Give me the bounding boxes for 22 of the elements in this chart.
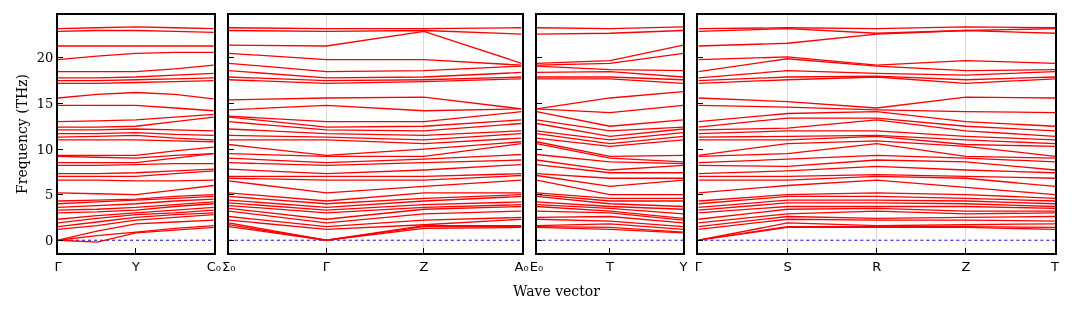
x-tick-label: Σ₀: [222, 258, 236, 274]
x-tick-label: S: [783, 258, 792, 274]
x-tick-label: R: [872, 258, 882, 274]
x-axis-title: Wave vector: [513, 283, 601, 299]
y-tick-label: 5: [45, 187, 54, 203]
x-tick-label: T: [1050, 258, 1060, 274]
x-tick-label: T: [604, 258, 614, 274]
y-tick-label: 20: [36, 50, 54, 66]
x-tick-label: Γ: [322, 258, 331, 274]
x-tick-label: Γ: [694, 258, 703, 274]
x-tick-label: C₀: [206, 258, 221, 274]
y-tick-label: 15: [36, 96, 54, 111]
x-tick-label: Y: [130, 258, 140, 274]
x-tick-label: Γ: [54, 258, 63, 274]
x-tick-label: Z: [961, 258, 971, 274]
y-axis-title: Frequency (THz): [13, 73, 30, 195]
y-tick-label: 0: [45, 232, 54, 248]
x-tick-label: Y: [678, 258, 688, 274]
x-tick-label: A₀: [514, 258, 529, 274]
y-tick-label: 10: [36, 141, 54, 157]
x-tick-label: Z: [419, 258, 429, 274]
x-tick-label: E₀: [529, 258, 544, 274]
